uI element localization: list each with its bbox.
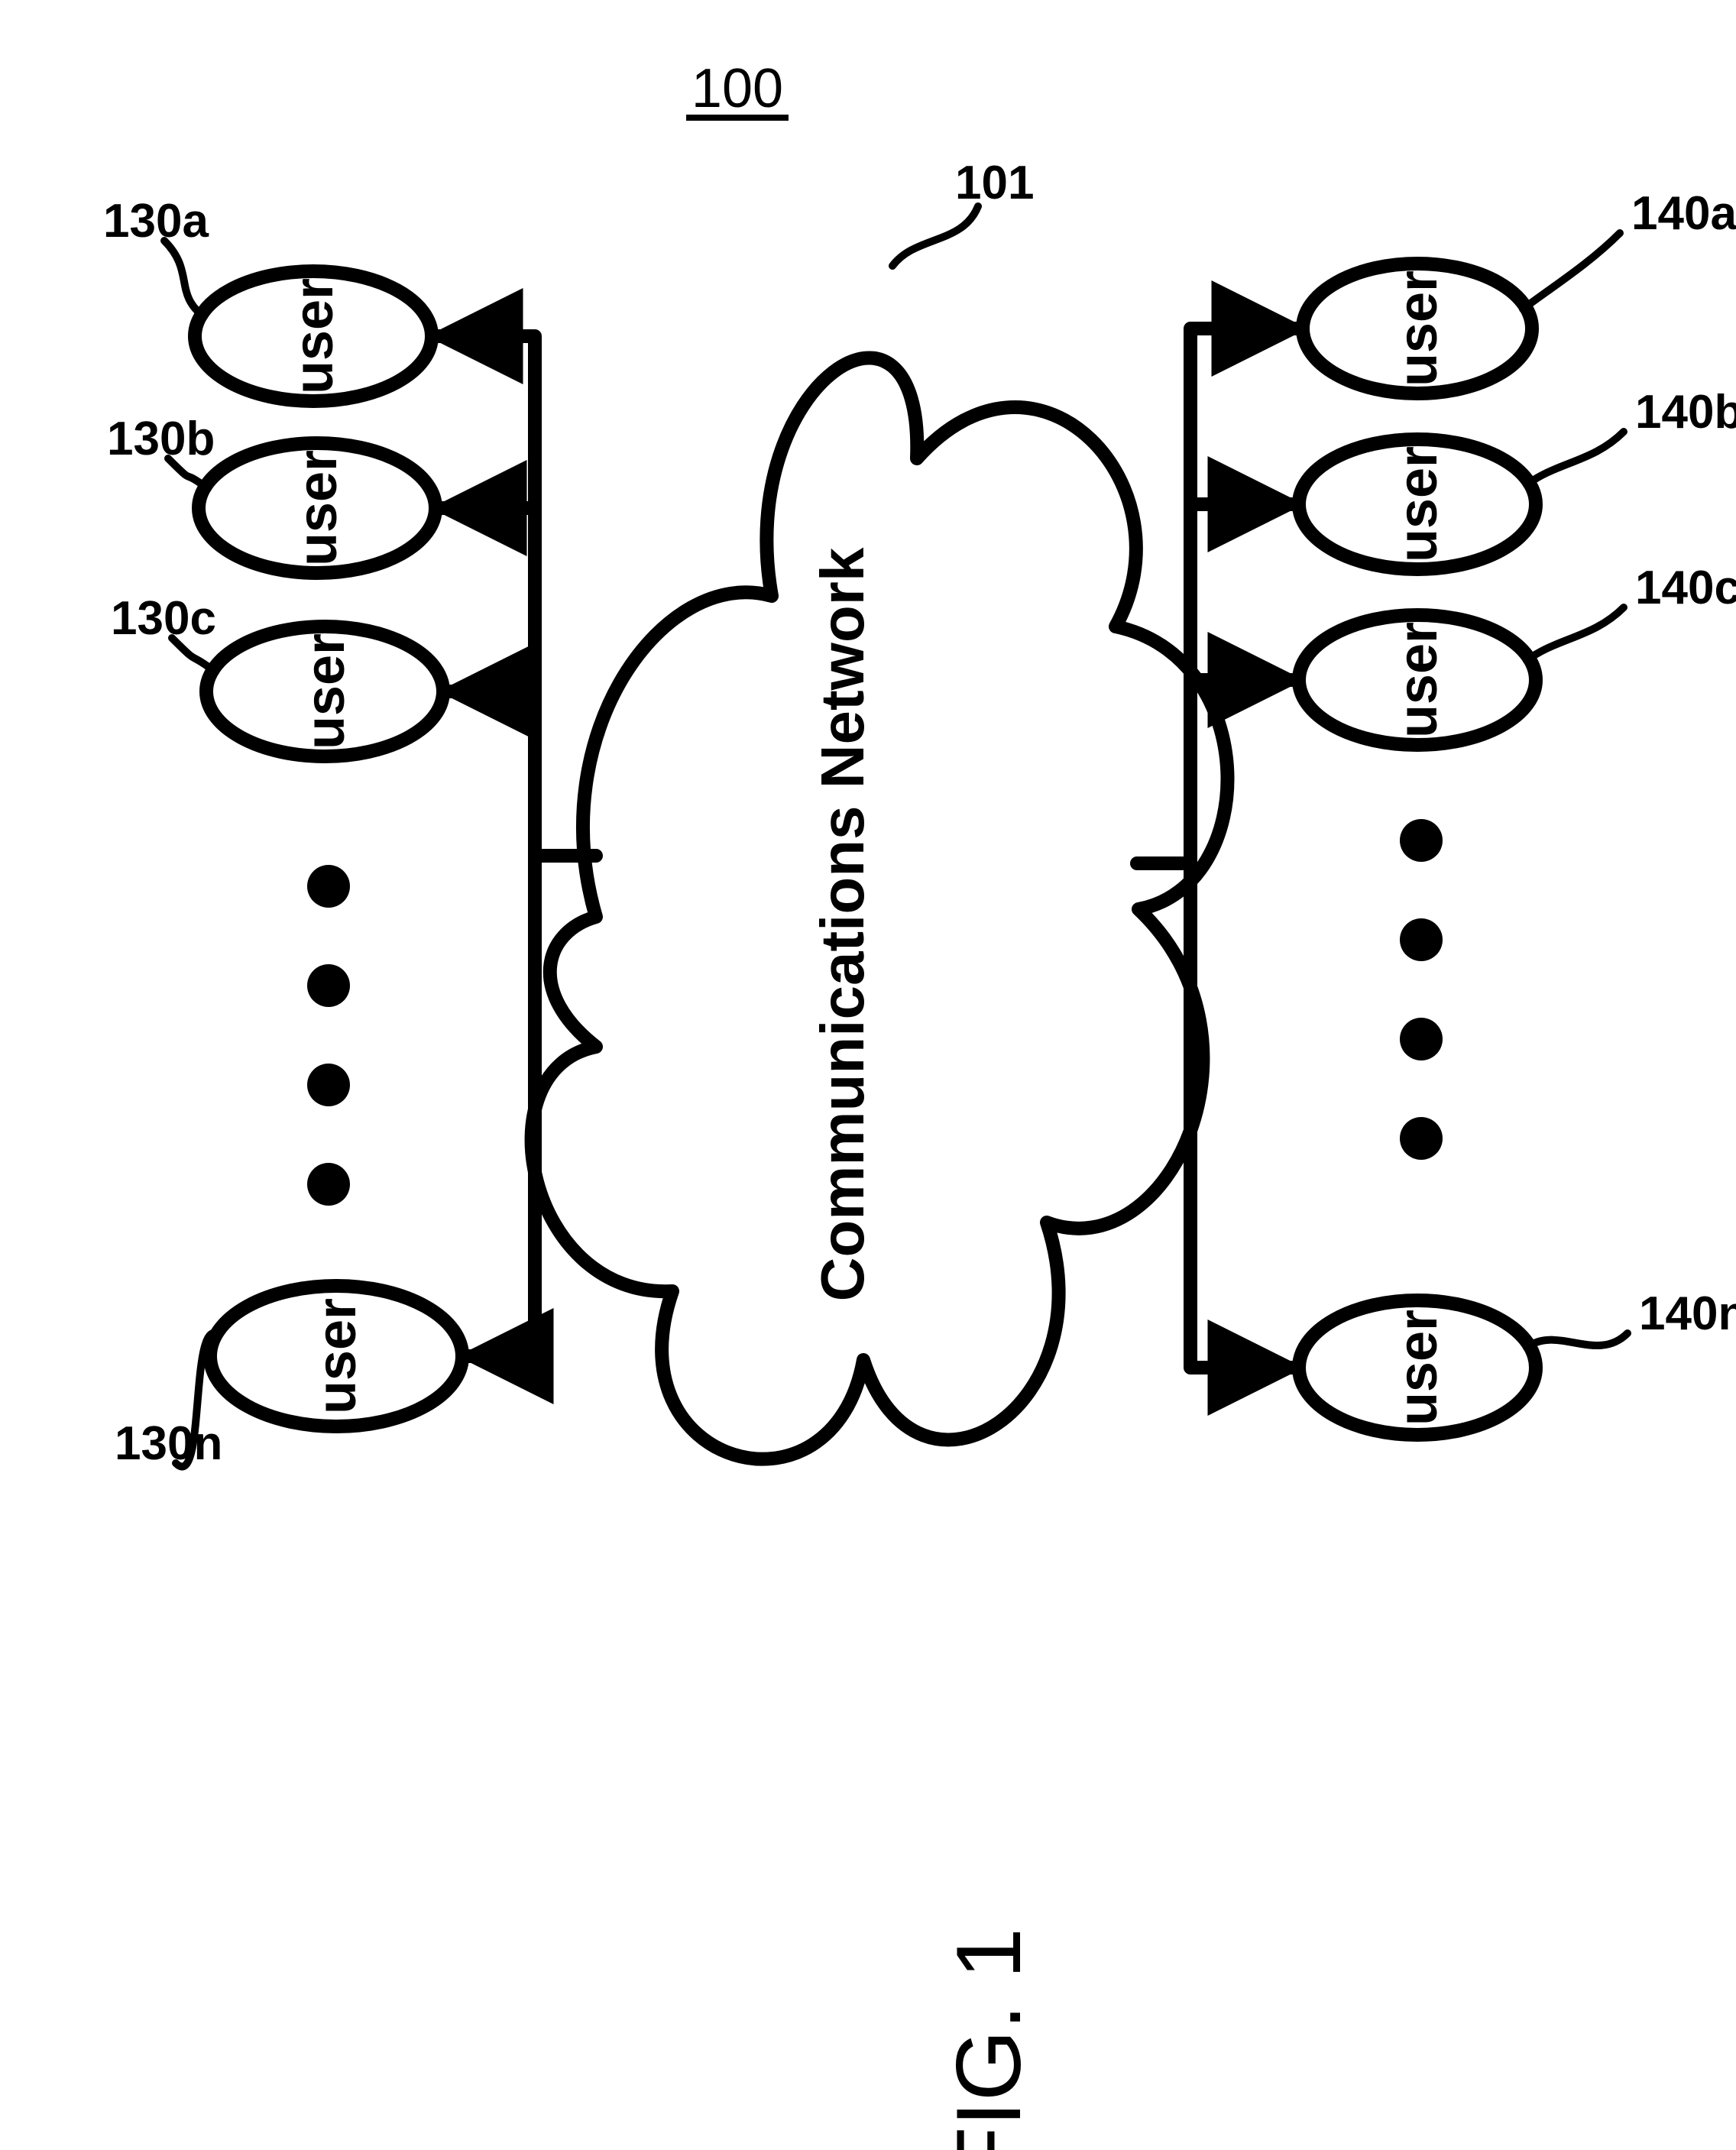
user-node-ref: 130b — [107, 413, 215, 465]
user-node-label: user — [1388, 446, 1449, 562]
user-node-ref: 130a — [103, 195, 209, 248]
user-node-130n: user 130n — [115, 1286, 462, 1470]
user-node-130b: user 130b — [107, 413, 436, 573]
user-node-ref: 130c — [111, 592, 216, 645]
figure-label: FIG. 1 — [938, 1928, 1040, 2150]
cloud-ref-leader — [892, 206, 978, 266]
user-node-label: user — [1388, 622, 1449, 738]
user-node-label: user — [283, 278, 345, 394]
user-node-ref: 130n — [115, 1417, 222, 1470]
communications-network-cloud — [532, 358, 1228, 1459]
user-node-140b: user 140b — [1299, 386, 1736, 569]
cloud-ref-label: 101 — [955, 157, 1034, 209]
user-node-label: user — [287, 450, 348, 566]
user-node-ref: 140b — [1635, 386, 1736, 439]
user-node-140c: user 140c — [1299, 562, 1736, 745]
system-ref-label: 100 — [691, 58, 783, 119]
user-node-label: user — [1388, 1310, 1449, 1426]
user-node-ref: 140n — [1639, 1287, 1736, 1340]
user-node-label: user — [1388, 270, 1449, 387]
user-node-label: user — [295, 633, 356, 750]
user-node-ref: 140c — [1635, 562, 1736, 614]
user-node-130a: user 130a — [103, 195, 432, 401]
user-node-130c: user 130c — [111, 592, 443, 756]
user-node-140a: user 140a — [1303, 187, 1736, 393]
user-node-140n: user 140n — [1299, 1287, 1736, 1435]
user-node-ref: 140a — [1631, 187, 1736, 240]
cloud-label: Communications Network — [808, 547, 876, 1301]
user-node-label: user — [306, 1298, 368, 1414]
